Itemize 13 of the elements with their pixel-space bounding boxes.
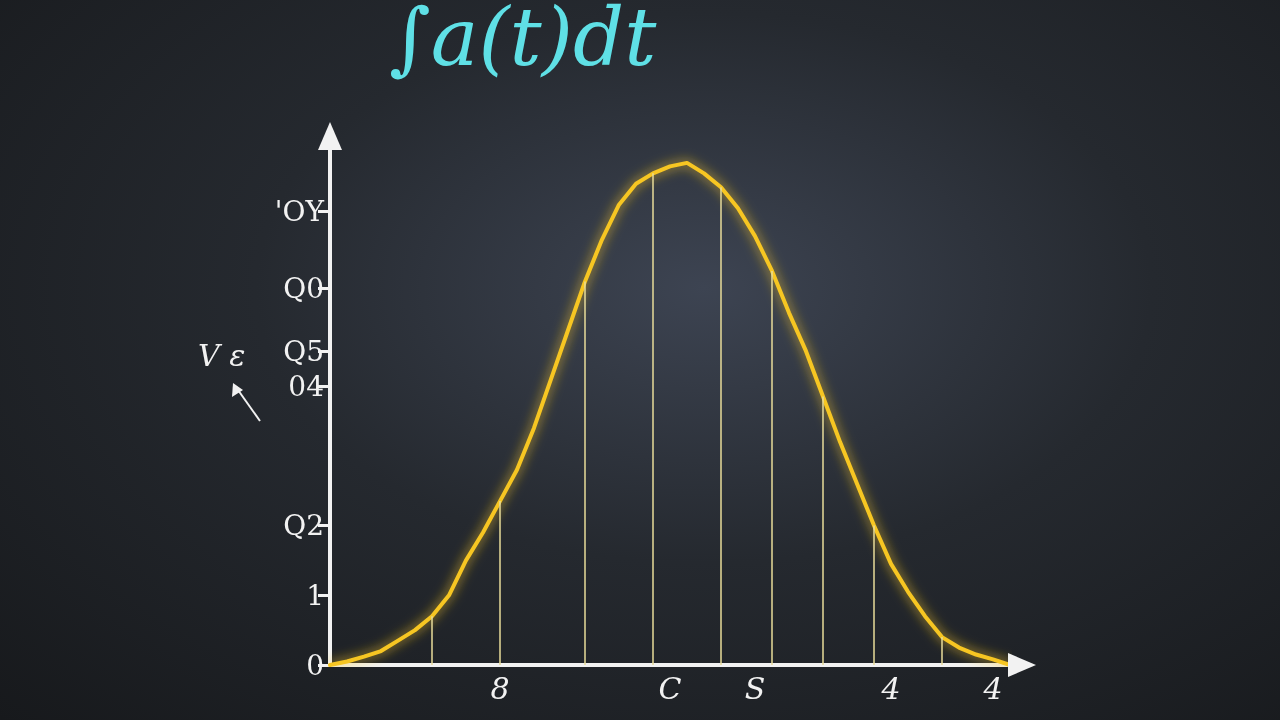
- x-tick-label: S: [744, 670, 766, 706]
- y-tick-label: Q5: [283, 334, 324, 368]
- y-tick-label: 'OY: [274, 195, 325, 229]
- y-tick-label: 04: [288, 369, 324, 403]
- x-tick-label: C: [658, 670, 682, 706]
- text: V ε: [198, 337, 246, 373]
- chart-title: ∫a(t)dt: [389, 0, 658, 84]
- y-tick-label: Q2: [283, 509, 324, 543]
- x-tick-label: 4: [880, 670, 901, 706]
- y-tick-label: Q0: [283, 271, 324, 305]
- y-tick-label: 1: [306, 578, 324, 612]
- x-tick-label: 8: [490, 670, 510, 706]
- x-tick-label: 4: [982, 670, 1003, 706]
